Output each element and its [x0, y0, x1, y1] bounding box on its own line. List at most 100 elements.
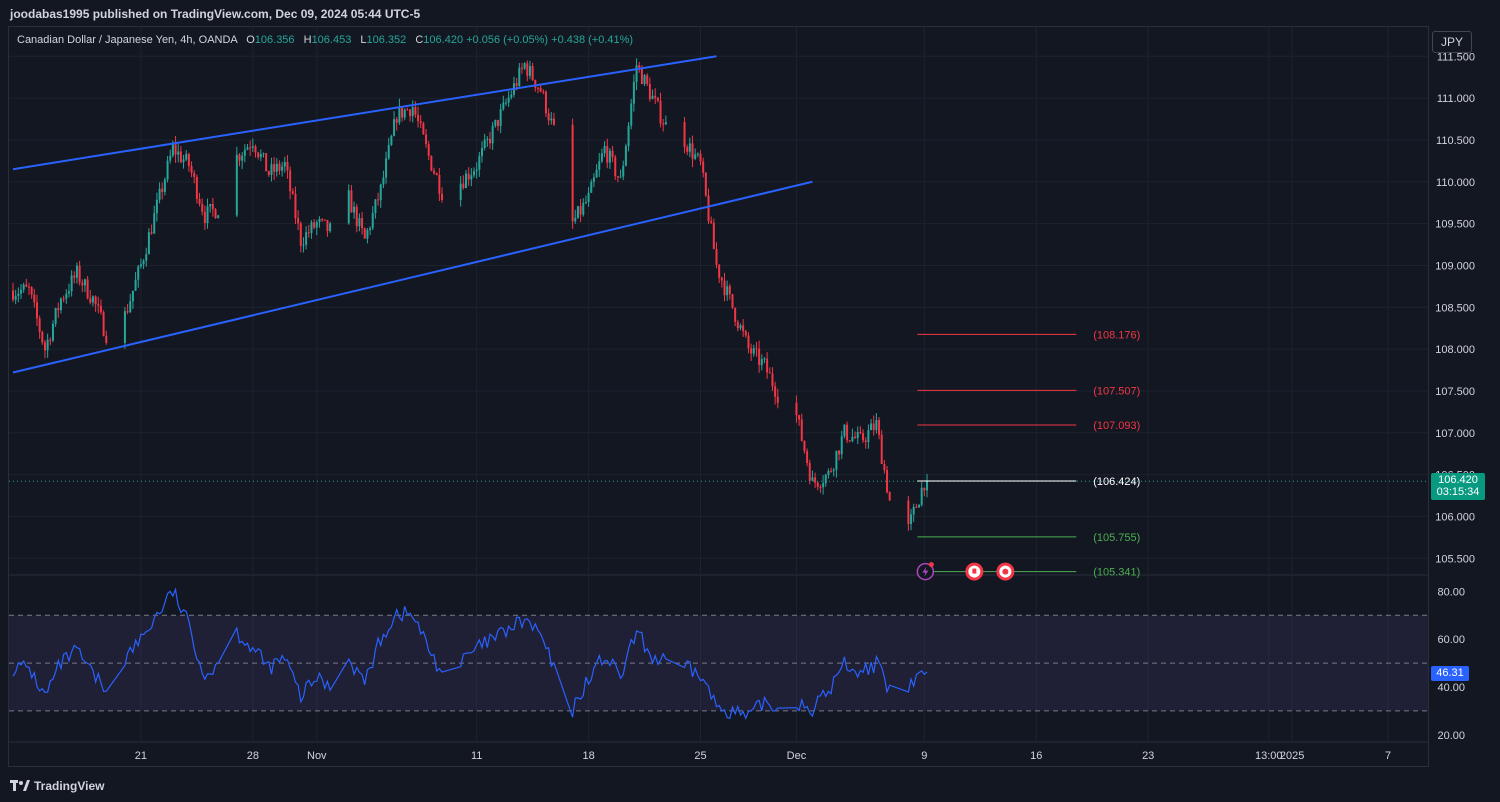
candle-body — [385, 158, 388, 178]
candle-body — [374, 199, 377, 213]
candle-body — [491, 125, 494, 144]
candle-body — [632, 81, 635, 104]
candle-body — [848, 440, 851, 442]
candle-body — [433, 170, 436, 174]
lightning-icon[interactable] — [916, 562, 935, 581]
candle-body — [46, 339, 49, 351]
level-label: (105.755) — [1093, 532, 1140, 544]
candle-body — [81, 282, 84, 286]
candle-body — [49, 339, 52, 341]
open-label: O — [246, 34, 255, 46]
rsi-pane — [9, 587, 1428, 720]
japan-flag-icon[interactable] — [996, 562, 1015, 581]
candle-body — [832, 469, 835, 472]
candle-body — [694, 154, 697, 159]
candle-body — [494, 119, 497, 126]
currency-button[interactable]: JPY — [1432, 31, 1472, 53]
candle-body — [25, 284, 28, 287]
candle-body — [91, 296, 94, 303]
candle-body — [523, 63, 526, 69]
candle-body — [534, 80, 537, 88]
candle-body — [30, 287, 33, 295]
candle-body — [315, 221, 318, 228]
candle-body — [864, 440, 867, 443]
candle-body — [139, 264, 142, 267]
rsi-tick-label: 80.00 — [1437, 586, 1465, 598]
candle-body — [851, 436, 854, 442]
candle-body — [816, 482, 819, 487]
candle-body — [59, 298, 62, 311]
candle-body — [579, 206, 582, 215]
candle-body — [704, 172, 707, 196]
candle-body — [289, 170, 292, 192]
candle-body — [243, 149, 246, 156]
candle-body — [155, 199, 158, 214]
candle-body — [627, 125, 630, 147]
candle-body — [726, 286, 729, 296]
candle-body — [371, 212, 374, 229]
candle-body — [171, 144, 174, 156]
channel-upper-line[interactable] — [12, 55, 717, 171]
candle-body — [838, 450, 841, 455]
time-tick-label: 23 — [1142, 750, 1154, 762]
price-tick-label: 108.500 — [1435, 302, 1475, 314]
rsi-tick-label: 40.00 — [1437, 682, 1465, 694]
candle-body — [203, 211, 206, 224]
candle-body — [65, 293, 68, 299]
brand-logo[interactable]: TradingView — [10, 779, 104, 793]
candle-body — [526, 63, 529, 76]
candle-body — [723, 280, 726, 296]
price-tick-label: 111.000 — [1437, 93, 1475, 105]
candle-body — [35, 302, 38, 319]
candle-body — [507, 97, 510, 103]
candle-body — [598, 161, 601, 170]
candle-body — [235, 154, 238, 216]
level-label: (108.176) — [1093, 329, 1140, 341]
candle-body — [584, 202, 587, 204]
candle-body — [283, 162, 286, 167]
candle-body — [707, 195, 710, 222]
candle-body — [297, 218, 300, 224]
candle-body — [150, 232, 153, 234]
candle-body — [624, 146, 627, 166]
candle-body — [62, 298, 65, 300]
candle-body — [187, 154, 190, 167]
level-label: (107.507) — [1093, 385, 1140, 397]
candle-body — [878, 420, 881, 435]
candle-body — [518, 67, 521, 86]
candle-body — [145, 254, 148, 261]
chart-frame — [8, 26, 1429, 767]
candle-body — [57, 308, 60, 311]
candle-body — [262, 153, 265, 155]
price-tick-label: 105.500 — [1435, 553, 1475, 565]
candle-body — [169, 155, 172, 161]
candle-body — [643, 75, 646, 85]
candle-body — [742, 325, 745, 332]
candle-body — [883, 464, 886, 471]
candle-body — [473, 171, 476, 176]
candle-body — [638, 65, 641, 68]
candle-body — [531, 66, 534, 81]
candle-body — [182, 159, 185, 163]
candle-body — [161, 188, 164, 192]
candle-body — [483, 139, 486, 149]
symbol-name: Canadian Dollar / Japanese Yen, 4h, OAND… — [17, 34, 238, 46]
candle-body — [875, 420, 878, 431]
candle-body — [307, 232, 310, 234]
candle-body — [241, 155, 244, 161]
candle-body — [422, 123, 425, 135]
candle-body — [504, 102, 507, 104]
candle-body — [606, 145, 609, 163]
canada-flag-icon[interactable] — [965, 562, 984, 581]
candle-body — [814, 477, 817, 483]
candle-body — [880, 434, 883, 465]
time-tick-label: 2025 — [1280, 750, 1304, 762]
candle-body — [217, 215, 220, 219]
candle-body — [926, 481, 929, 491]
channel-lower-line[interactable] — [12, 180, 813, 374]
candle-body — [608, 150, 611, 163]
candle-body — [795, 402, 798, 416]
candle-body — [158, 188, 161, 200]
close-value: 106.420 — [423, 34, 464, 46]
